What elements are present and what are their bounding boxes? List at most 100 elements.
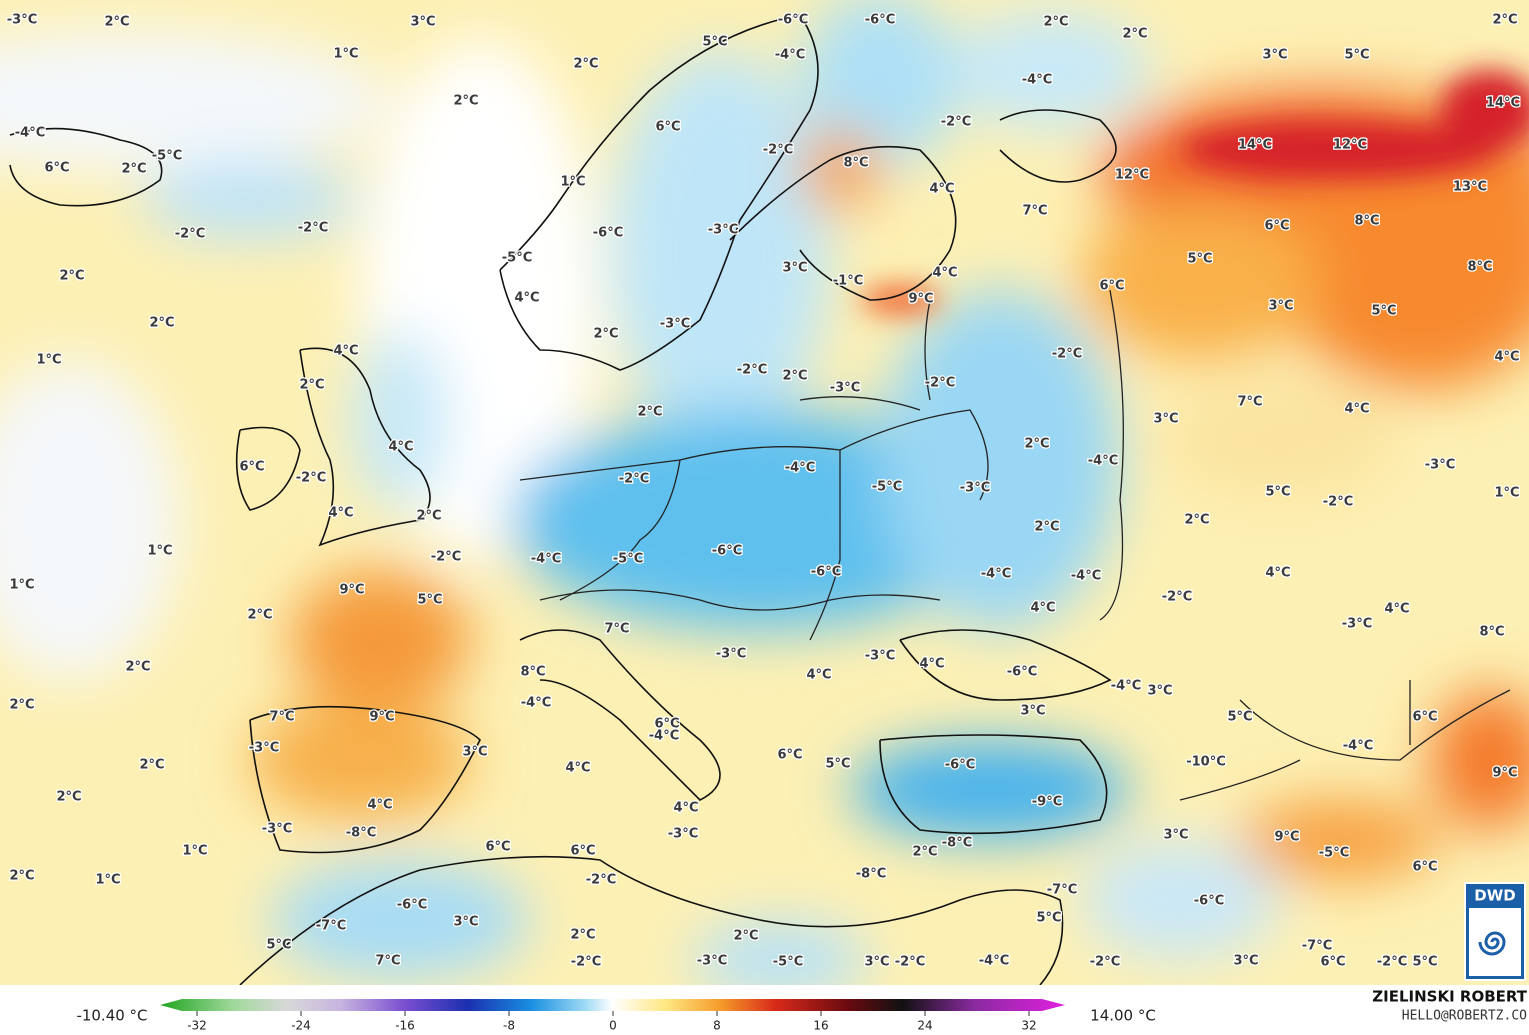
temperature-label: -4°C [15, 126, 45, 141]
temperature-label: 3°C [410, 15, 435, 30]
credit-author: ZIELINSKI ROBERT [1372, 988, 1527, 1006]
temperature-label: -1°C [833, 274, 863, 289]
temperature-label: -6°C [593, 226, 623, 241]
borders [519, 289, 1511, 801]
temperature-label: -5°C [1319, 846, 1349, 861]
temperature-label: 7°C [604, 622, 629, 637]
temperature-label: 7°C [1022, 204, 1047, 219]
temperature-label: 6°C [654, 717, 679, 732]
temperature-label: 6°C [655, 120, 680, 135]
temperature-label: -6°C [1007, 665, 1037, 680]
colorbar-tick-label: 16 [813, 1019, 828, 1033]
temperature-label: 5°C [1227, 710, 1252, 725]
temperature-label: 8°C [520, 665, 545, 680]
temperature-label: -4°C [775, 48, 805, 63]
temperature-label: 9°C [339, 583, 364, 598]
temperature-label: -2°C [296, 471, 326, 486]
temperature-label: 3°C [1163, 828, 1188, 843]
temperature-label: -4°C [981, 567, 1011, 582]
temperature-label: 2°C [453, 94, 478, 109]
temperature-label: 4°C [1265, 566, 1290, 581]
temperature-label: -5°C [502, 251, 532, 266]
temperature-label: -4°C [521, 696, 551, 711]
temperature-label: -2°C [1323, 495, 1353, 510]
temperature-label: 3°C [1020, 704, 1045, 719]
temperature-label: -2°C [763, 143, 793, 158]
temperature-label: 6°C [777, 748, 802, 763]
temperature-label: -4°C [1343, 739, 1373, 754]
temperature-label: 4°C [932, 266, 957, 281]
temperature-label: -7°C [1302, 939, 1332, 954]
temperature-label: -2°C [1090, 955, 1120, 970]
temperature-label: 2°C [1492, 13, 1517, 28]
colorbar-tick-label: 32 [1021, 1019, 1036, 1033]
temperature-label: 1°C [9, 578, 34, 593]
temperature-label: 2°C [9, 869, 34, 884]
temperature-label: 7°C [375, 954, 400, 969]
temperature-label: -10°C [1186, 755, 1226, 770]
temperature-label: 4°C [929, 182, 954, 197]
temperature-label: 2°C [637, 405, 662, 420]
logo-text: DWD [1474, 887, 1515, 905]
temperature-label: 4°C [328, 506, 353, 521]
colorbar-tick-label: 8 [713, 1019, 721, 1033]
temperature-label: -5°C [613, 552, 643, 567]
temperature-label: 9°C [369, 710, 394, 725]
temperature-label: 7°C [269, 710, 294, 725]
temperature-label: 2°C [1043, 15, 1068, 30]
temperature-label: -8°C [856, 867, 886, 882]
temperature-label: 2°C [912, 845, 937, 860]
temperature-label: -4°C [1111, 679, 1141, 694]
temperature-label: 6°C [44, 161, 69, 176]
credit-contact: HELLO@ROBERTZ.CO [1402, 1009, 1527, 1024]
temperature-label: 4°C [1030, 601, 1055, 616]
temperature-label: 4°C [333, 344, 358, 359]
temperature-label: -2°C [941, 115, 971, 130]
temperature-label: 3°C [1147, 684, 1172, 699]
temperature-label: 8°C [1354, 214, 1379, 229]
temperature-label: 1°C [36, 353, 61, 368]
temperature-label: -2°C [175, 227, 205, 242]
temperature-label: 2°C [139, 758, 164, 773]
temperature-label: 2°C [1122, 27, 1147, 42]
temperature-label: 4°C [514, 291, 539, 306]
temperature-label: 6°C [485, 840, 510, 855]
temperature-label: -4°C [979, 954, 1009, 969]
temperature-label: 1°C [560, 175, 585, 190]
temperature-label: -4°C [531, 552, 561, 567]
temperature-label: 2°C [782, 369, 807, 384]
temperature-label: 4°C [1344, 402, 1369, 417]
temperature-label: 4°C [565, 761, 590, 776]
temperature-label: 2°C [59, 269, 84, 284]
temperature-label: -2°C [895, 955, 925, 970]
temperature-label: 1°C [1494, 486, 1519, 501]
temperature-label: -3°C [708, 223, 738, 238]
temperature-label: -3°C [668, 827, 698, 842]
temperature-label: 4°C [367, 798, 392, 813]
temperature-label: 2°C [733, 929, 758, 944]
temperature-label: -3°C [697, 954, 727, 969]
temperature-label: -6°C [778, 13, 808, 28]
temperature-label: 6°C [1099, 279, 1124, 294]
temperature-label: -3°C [960, 481, 990, 496]
temperature-label: -2°C [1377, 955, 1407, 970]
colorbar: -32 -24 -16 -8 0 8 16 24 32 -10.40 °C 14.00 °C [76, 999, 1156, 1033]
temperature-label: 6°C [1412, 860, 1437, 875]
temperature-label: 12°C [1115, 168, 1149, 183]
temperature-label: 3°C [864, 955, 889, 970]
temperature-label: -3°C [262, 822, 292, 837]
temperature-label: 5°C [417, 593, 442, 608]
temperature-label: 2°C [573, 57, 598, 72]
temperature-label: -7°C [1047, 883, 1077, 898]
temperature-label: 6°C [1264, 219, 1289, 234]
temperature-label: 2°C [1024, 437, 1049, 452]
coastlines [9, 14, 1117, 985]
temperature-label: 13°C [1453, 180, 1487, 195]
temperature-label: 1°C [182, 844, 207, 859]
temperature-label: -2°C [1162, 590, 1192, 605]
temperature-label: 8°C [843, 156, 868, 171]
temperature-label: -3°C [865, 649, 895, 664]
temperature-label: 3°C [1233, 954, 1258, 969]
temperature-label: 5°C [1371, 304, 1396, 319]
temperature-label: -3°C [830, 381, 860, 396]
